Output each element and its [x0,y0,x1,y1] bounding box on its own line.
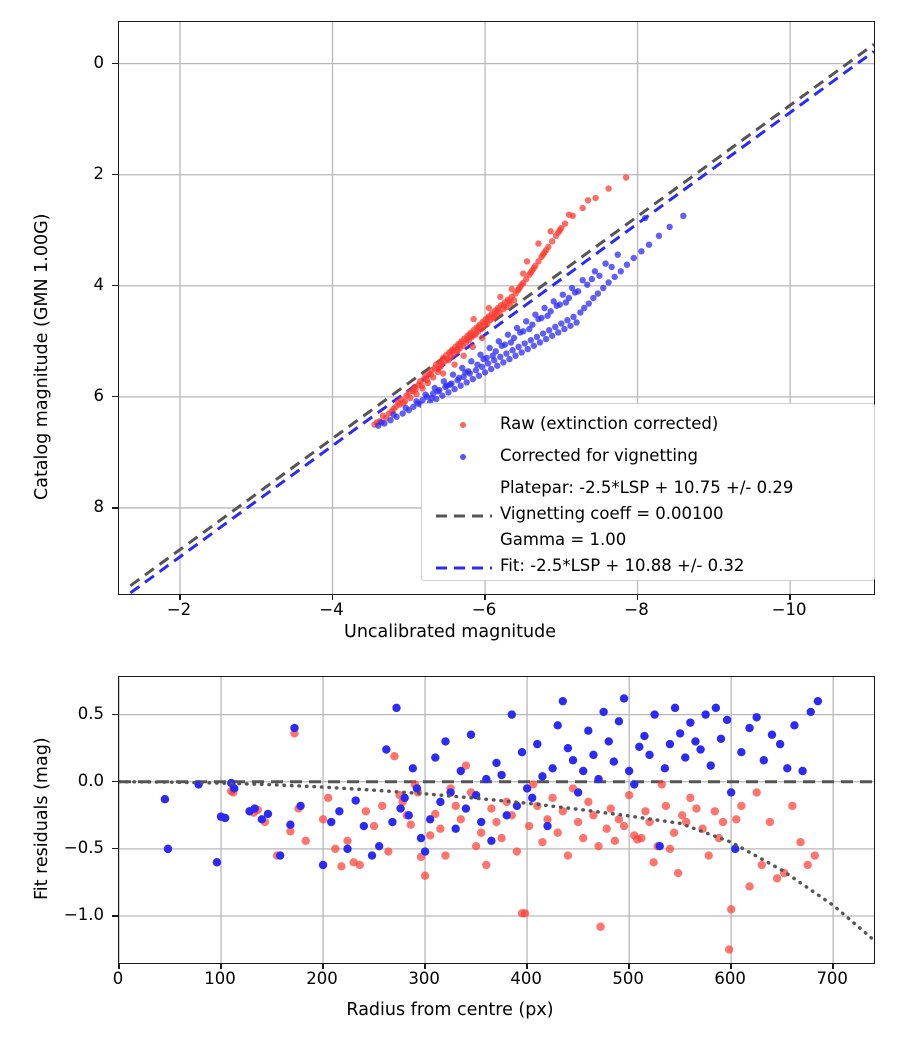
bottom-y-tickmark [112,713,118,716]
top-x-tickmark [484,595,486,600]
legend-marker-dot [460,422,466,428]
legend-item-label: Platepar: -2.5*LSP + 10.75 +/- 0.29 [500,478,794,497]
legend-item-label: Raw (extinction corrected) [500,414,719,433]
legend-item-label: Corrected for vignetting [500,446,698,465]
top-yaxis-label: Catalog magnitude (GMN 1.00G) [32,213,52,501]
top-x-tick: −4 [319,600,344,619]
bottom-y-tick: 0.0 [77,770,104,790]
top-plot-legend: Raw (extinction corrected) Corrected for … [421,403,875,581]
bottom-y-tickmark [112,780,118,783]
bottom-x-tick: 500 [612,969,644,988]
bottom-x-tick: 0 [112,969,124,988]
bottom-x-tickmark [832,964,834,969]
bottom-y-tickmark [112,847,118,850]
top-y-tickmark [112,173,118,176]
bottom-y-tick: −1.0 [63,905,104,924]
top-x-tickmark [636,595,639,600]
bottom-x-tickmark [526,964,528,969]
top-x-tickmark [331,595,334,600]
bottom-x-tickmark [424,964,426,969]
bottom-x-tick: 600 [714,969,746,988]
top-y-tick: 8 [93,496,105,516]
top-x-tick: −2 [166,600,192,619]
bottom-x-tickmark [118,964,120,969]
bottom-y-tickmark [112,915,118,917]
legend-marker-dot [460,454,466,460]
top-x-tickmark [789,595,791,600]
top-y-tickmark [112,284,118,287]
bottom-x-tickmark [322,964,324,969]
bottom-x-tickmark [730,964,732,969]
top-xaxis-label: Uncalibrated magnitude [344,622,556,642]
bottom-x-tick: 400 [510,969,542,988]
top-y-tickmark [112,395,118,398]
legend-item-label: Vignetting coeff = 0.00100 [500,504,724,523]
bottom-xaxis-label: Radius from centre (px) [346,1000,554,1020]
bottom-y-tick: −0.5 [63,837,104,857]
top-y-tick: 2 [93,163,105,183]
top-x-tick: −6 [471,600,497,619]
fit-residuals-panel [118,676,875,964]
top-x-tick: −10 [771,600,807,619]
top-x-tick: −8 [624,600,649,619]
bottom-yaxis-label: Fit residuals (mag) [32,737,52,900]
bottom-x-tickmark [628,964,630,969]
bottom-plot-canvas [119,677,874,963]
legend-marker-dashed-line [436,566,492,570]
top-x-tickmark [179,595,181,600]
legend-item-label: Fit: -2.5*LSP + 10.88 +/- 0.32 [500,556,745,575]
top-y-tick: 6 [93,385,105,405]
bottom-x-tick: 100 [204,969,236,988]
bottom-x-tickmark [220,964,222,969]
top-y-tickmark [112,506,118,509]
bottom-x-tick: 200 [306,969,338,988]
top-y-tickmark [112,62,118,65]
top-y-tick: 4 [93,274,105,294]
bottom-x-tick: 700 [816,969,848,988]
bottom-y-tick: 0.5 [77,703,104,723]
legend-item-label: Gamma = 1.00 [500,530,627,549]
bottom-x-tick: 300 [408,969,440,988]
top-y-tick: 0 [93,52,105,72]
legend-marker-dashed-line [436,514,492,518]
